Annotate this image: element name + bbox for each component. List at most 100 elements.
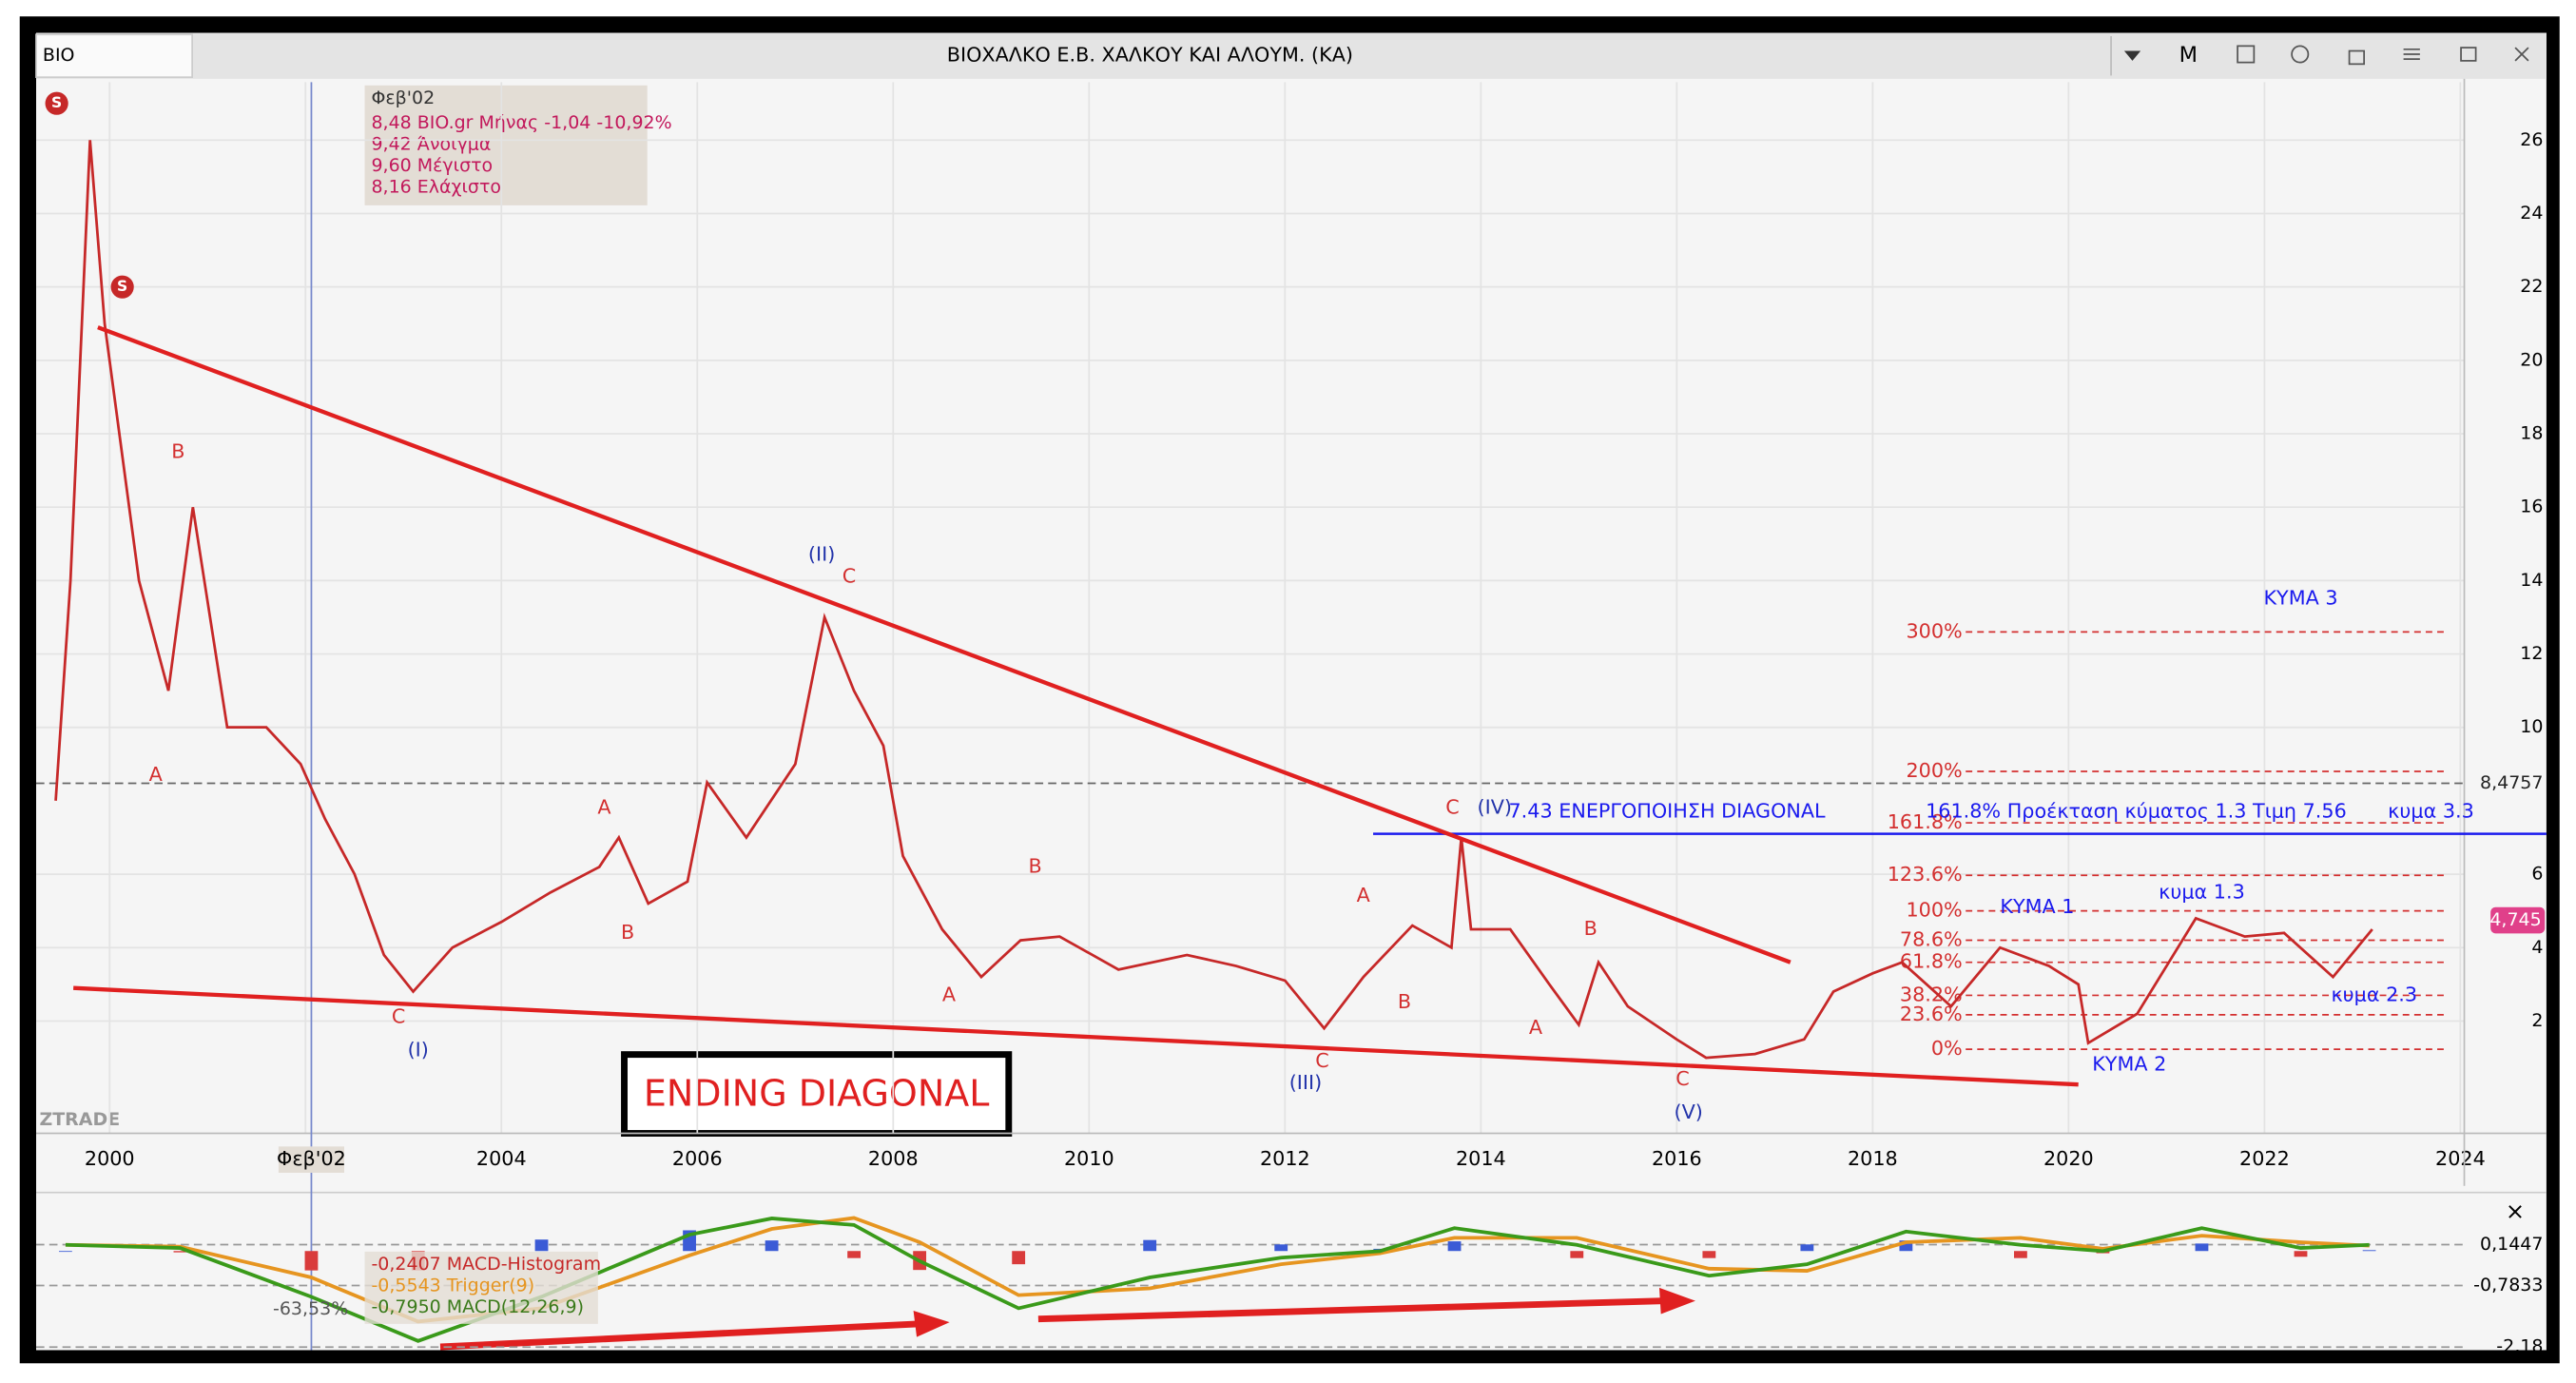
watermark: ZTRADE: [39, 1109, 120, 1130]
fib-label: 123.6%: [1888, 863, 1963, 886]
legend-bg: [364, 1251, 598, 1324]
wave-label: (II): [808, 542, 835, 565]
histogram-bar: [58, 1251, 72, 1253]
price-tag: 8,4757: [2480, 772, 2543, 793]
signal-icon: [110, 275, 134, 299]
wave-label: C: [1445, 796, 1459, 819]
histogram-bar: [2362, 1250, 2376, 1252]
crosshair-label: Φεβ'02: [277, 1147, 346, 1170]
settings-button[interactable]: [2291, 45, 2310, 64]
wave-label: A: [149, 763, 163, 786]
symbol[interactable]: BIO: [43, 45, 75, 66]
info-box: [364, 85, 648, 205]
wave-label: C: [1675, 1067, 1689, 1090]
fib-label: 161.8%: [1888, 810, 1963, 833]
wave-label: A: [597, 796, 610, 819]
histogram-bar: [304, 1251, 319, 1271]
fib-label: 100%: [1907, 899, 1963, 922]
histogram-bar: [1143, 1239, 1157, 1252]
legend-entry: -0,2407 MACD-Histogram: [371, 1254, 601, 1275]
dropdown-button[interactable]: [2123, 50, 2141, 61]
wave-label: ΚΥΜΑ 1: [2000, 895, 2074, 918]
x-tick-label: 2008: [868, 1147, 919, 1170]
histogram-bar: [1447, 1241, 1462, 1252]
fib-label: 0%: [1931, 1037, 1963, 1060]
histogram-bar: [1899, 1240, 1913, 1252]
arrow-head: [913, 1311, 950, 1337]
arrow: [1037, 1297, 1663, 1323]
x-tick-label: 2018: [1848, 1147, 1898, 1170]
signal-label: S: [117, 278, 127, 295]
wave-label: B: [1584, 917, 1598, 940]
x-tick-label: 2014: [1456, 1147, 1506, 1170]
trendline: [97, 325, 1792, 964]
wave-label: (I): [408, 1038, 429, 1061]
info-line: 9,60 Μέγιστο: [371, 155, 493, 176]
wave-label: A: [1357, 884, 1370, 906]
wave-label: κυμα 2.3: [2331, 983, 2417, 1005]
x-tick-label: 2022: [2239, 1147, 2290, 1170]
arrow-head: [1658, 1287, 1695, 1315]
signal-icon: [45, 91, 68, 115]
signal-label: S: [51, 94, 62, 111]
window-title: ΒΙΟΧΑΛΚΟ Ε.Β. ΧΑΛΚΟΥ ΚΑΙ ΑΛΟΥΜ. (ΚΑ): [947, 44, 1353, 67]
menu-button[interactable]: [2403, 48, 2420, 61]
wave-label: A: [1529, 1016, 1542, 1039]
wave-label: A: [942, 983, 956, 1005]
period-button[interactable]: M: [2179, 43, 2198, 68]
info-line: 8,16 Ελάχιστο: [371, 176, 501, 197]
wave-label: ΚΥΜΑ 2: [2092, 1053, 2166, 1076]
fib-label: 23.6%: [1900, 1003, 1963, 1025]
wave-label: (IV): [1478, 796, 1512, 819]
fib-label: 300%: [1907, 619, 1963, 642]
histogram-bar: [1274, 1244, 1288, 1252]
histogram-bar: [2294, 1251, 2308, 1257]
legend-entry: -0,5543 Trigger(9): [371, 1276, 534, 1296]
window-body: [36, 32, 2547, 1351]
info-line: 9,42 Άνοιγμα: [371, 133, 491, 154]
macd-note: -63,53%: [273, 1298, 348, 1319]
x-tick-label: 2012: [1260, 1147, 1310, 1170]
layout-button[interactable]: [2237, 45, 2256, 64]
y-tick-label: 6: [2531, 864, 2543, 885]
histogram-bar: [1570, 1251, 1584, 1258]
symbol-field[interactable]: [35, 33, 194, 79]
wave-label: B: [171, 439, 184, 462]
wave-label: (III): [1289, 1071, 1323, 1094]
close-window-button[interactable]: [2514, 47, 2529, 62]
arrows: [439, 1287, 1695, 1351]
fib-label: 78.6%: [1900, 928, 1963, 951]
wave-label: C: [392, 1005, 405, 1028]
label-box: [621, 1051, 1013, 1137]
wave-label: C: [843, 565, 856, 588]
lock-button[interactable]: [2348, 49, 2365, 66]
y-tick-label: -2,18: [2496, 1336, 2543, 1357]
histogram-bar: [173, 1251, 187, 1253]
plot: 2000200220042006200820102012201420162018…: [36, 78, 2547, 1357]
fib-label: 61.8%: [1900, 950, 1963, 973]
histogram-bar: [2195, 1243, 2209, 1252]
fib-label: 200%: [1907, 759, 1963, 782]
y-tick-label: 16: [2520, 497, 2543, 517]
price-tag-bg: [2490, 906, 2546, 934]
x-tick-label: 2020: [2043, 1147, 2094, 1170]
wave-label: 7.43 ΕΝΕΡΓΟΠΟΙΗΣΗ DIAGONAL: [1508, 799, 1826, 822]
x-tick-label: 2024: [2435, 1147, 2486, 1170]
close-panel-button[interactable]: ×: [2506, 1198, 2525, 1224]
x-tick-label: 2016: [1652, 1147, 1702, 1170]
trendline: [73, 985, 2079, 1087]
wave-label: B: [621, 921, 634, 944]
wave-label: (V): [1675, 1101, 1703, 1123]
y-tick-label: 14: [2520, 570, 2543, 591]
info-line: 8,48 BIO.gr Μήνας -1,04 -10,92%: [371, 112, 671, 133]
box-label: ENDING DIAGONAL: [644, 1072, 990, 1114]
x-tick-label: 2004: [476, 1147, 527, 1170]
series-line: [54, 140, 2373, 1060]
y-tick-label: 4: [2531, 937, 2543, 958]
y-tick-label: 22: [2520, 276, 2543, 297]
wave-label: B: [1398, 990, 1411, 1013]
wave-label: κυμα 3.3: [2388, 799, 2474, 822]
restore-button[interactable]: [2460, 47, 2477, 62]
y-tick-label: 2: [2531, 1010, 2543, 1031]
